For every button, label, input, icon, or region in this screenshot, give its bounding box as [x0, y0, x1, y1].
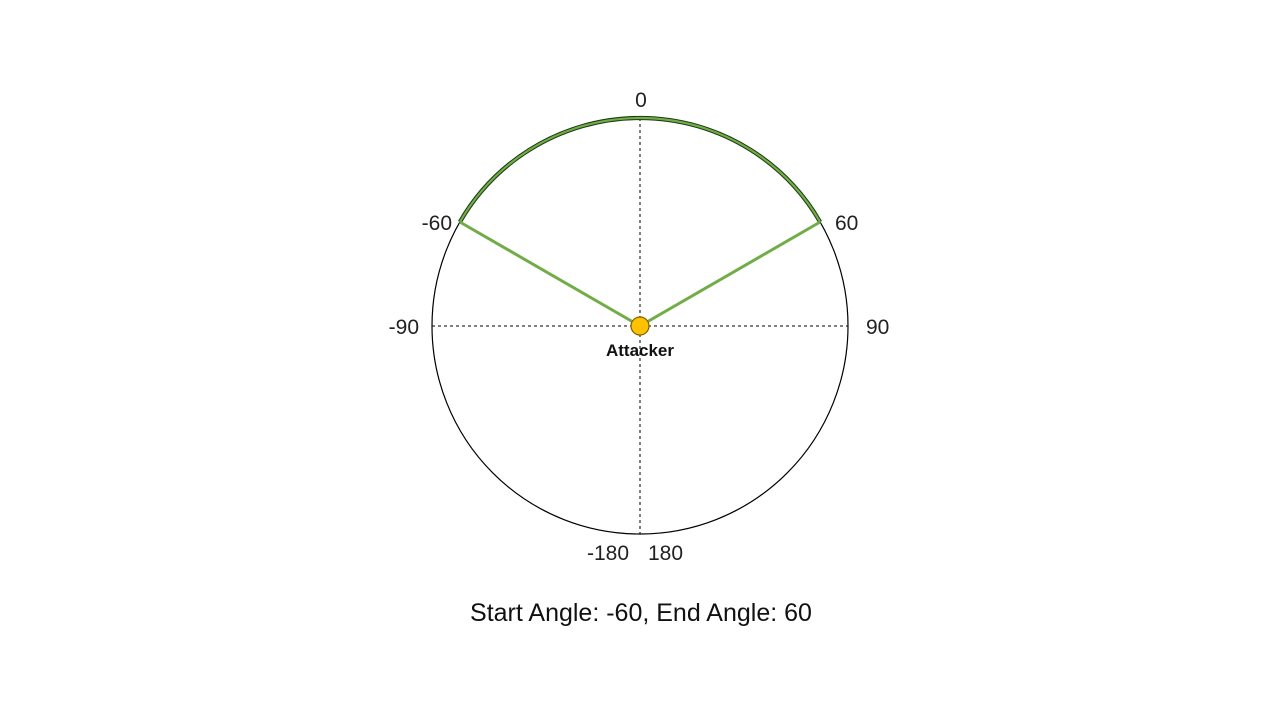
angle-label-minus-180: -180: [587, 542, 629, 565]
angle-label-start: -60: [422, 212, 452, 235]
angle-label-0: 0: [635, 89, 647, 112]
sector-start-edge: [459, 220, 641, 328]
angle-label-90: 90: [866, 316, 889, 339]
sector-arc-outline: [458, 115, 822, 224]
attacker-label: Attacker: [606, 341, 674, 360]
angle-label-180: 180: [648, 542, 683, 565]
angle-caption: Start Angle: -60, End Angle: 60: [470, 599, 812, 627]
sector-end-edge: [639, 220, 821, 328]
attacker-marker: [630, 316, 650, 336]
angle-label-minus-90: -90: [389, 316, 419, 339]
angle-label-end: 60: [835, 212, 858, 235]
sector-arc: [458, 116, 822, 223]
